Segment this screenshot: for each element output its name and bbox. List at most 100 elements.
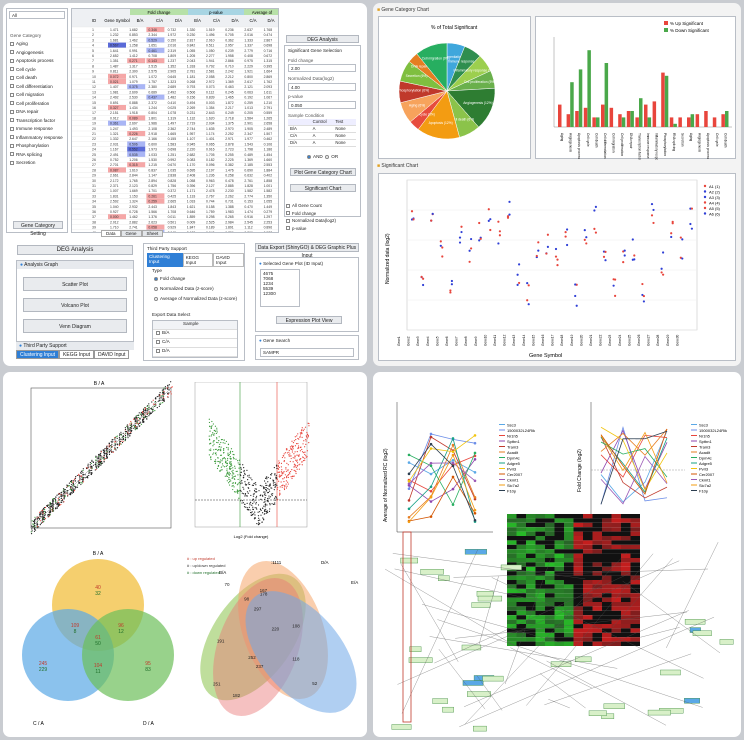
count-check-item[interactable]: Fold change bbox=[286, 211, 360, 219]
sample-row[interactable]: C/A A None bbox=[288, 133, 356, 140]
fold-change-field[interactable]: 2.00 bbox=[288, 64, 356, 72]
type-options[interactable]: Fold change Normalized Data (z-score) Aver… bbox=[154, 276, 244, 306]
venn-diagram-button[interactable]: Venn Diagram bbox=[23, 319, 127, 333]
category-checkbox[interactable] bbox=[10, 41, 14, 46]
and-option[interactable]: AND bbox=[313, 154, 323, 159]
export-sample-table[interactable]: Sample B/A C/A D/A bbox=[152, 320, 238, 358]
tab2-clustering[interactable]: Clustering Input bbox=[147, 253, 183, 267]
expression-plot-button[interactable]: Expression Plot View bbox=[276, 316, 342, 324]
export-row[interactable]: C/A bbox=[153, 339, 237, 348]
category-checkbox[interactable] bbox=[10, 50, 14, 55]
grid-cell: 2.838 bbox=[168, 174, 177, 178]
category-item[interactable]: Phosphorylation bbox=[10, 143, 66, 152]
count-checkbox[interactable] bbox=[286, 218, 290, 223]
category-checkbox[interactable] bbox=[10, 126, 14, 131]
category-item[interactable]: Transcription factor bbox=[10, 118, 66, 127]
scatter-point bbox=[100, 456, 102, 458]
data-export-button[interactable]: Data Export (ShinyGO) & DEG Graphic Plus… bbox=[255, 243, 359, 259]
category-checkbox[interactable] bbox=[10, 109, 14, 114]
sheet-tab[interactable]: Sheet bbox=[141, 230, 164, 237]
category-checkbox[interactable] bbox=[10, 84, 14, 89]
significant-chart-button[interactable]: Significant Chart bbox=[290, 184, 356, 192]
scatter-plot-button[interactable]: Scatter Plot bbox=[23, 277, 127, 291]
sample-row[interactable]: B/A A None bbox=[288, 126, 356, 133]
tab-kegg-input[interactable]: KEGG Input bbox=[59, 350, 94, 359]
category-item[interactable]: Cell proliferation bbox=[10, 101, 66, 110]
deg-analysis-button-top[interactable]: DEG Analysis bbox=[286, 35, 359, 43]
count-checkbox[interactable] bbox=[286, 203, 290, 208]
and-or-options[interactable]: AND OR bbox=[307, 154, 338, 159]
grid-cell: 1.351 bbox=[110, 59, 119, 63]
norm-field[interactable]: 4.00 bbox=[288, 83, 356, 91]
sig-point bbox=[585, 242, 588, 245]
category-item[interactable]: RNA splicing bbox=[10, 152, 66, 161]
export-row[interactable]: D/A bbox=[153, 348, 237, 357]
category-item[interactable]: Cell cycle bbox=[10, 67, 66, 76]
pvalue-field[interactable]: 0.050 bbox=[288, 101, 356, 109]
category-checkbox[interactable] bbox=[10, 118, 14, 123]
category-setting-button[interactable]: Gene Category Setting bbox=[13, 221, 63, 237]
count-checkbox[interactable] bbox=[286, 226, 290, 231]
category-checkbox[interactable] bbox=[10, 67, 14, 72]
type-option[interactable]: Average of Normalized Data (z-score) bbox=[154, 296, 244, 306]
category-checkbox[interactable] bbox=[10, 152, 14, 157]
third-party-tabs[interactable]: Clustering Input KEGG Input DAVID Input bbox=[16, 350, 134, 359]
category-checkbox[interactable] bbox=[10, 135, 14, 140]
type-radio[interactable] bbox=[154, 286, 158, 291]
category-item[interactable]: Cell death bbox=[10, 75, 66, 84]
count-checkbox[interactable] bbox=[286, 211, 290, 216]
count-checks[interactable]: All Gene Count Fold change Normalized Data… bbox=[286, 203, 360, 233]
category-item[interactable]: Cell differentiation bbox=[10, 84, 66, 93]
category-checkbox[interactable] bbox=[10, 92, 14, 97]
or-option[interactable]: OR bbox=[331, 154, 339, 159]
count-check-item[interactable]: Normalized Data(log2) bbox=[286, 218, 360, 226]
export-checkbox[interactable] bbox=[156, 348, 160, 353]
filter-select[interactable]: All bbox=[9, 11, 65, 19]
plot-category-button[interactable]: Plot Gene Category Chart bbox=[290, 168, 356, 176]
heatmap-cell bbox=[507, 562, 517, 567]
sample-table[interactable]: Control Test B/A A None C/A A None D/A A None bbox=[288, 119, 356, 147]
category-item[interactable]: Cell migration bbox=[10, 92, 66, 101]
category-checkbox[interactable] bbox=[10, 160, 14, 165]
type-option[interactable]: Normalized Data (z-score) bbox=[154, 286, 244, 296]
tab-clustering-input[interactable]: Clustering Input bbox=[16, 350, 60, 359]
count-check-item[interactable]: p-value bbox=[286, 226, 360, 234]
export-checkbox[interactable] bbox=[156, 330, 160, 335]
heatmap-cell bbox=[583, 584, 593, 589]
sheet-tabs[interactable]: Data Gene Sheet bbox=[101, 230, 164, 237]
scatter-point bbox=[119, 443, 121, 445]
gene-id-input[interactable]: 4675 7068 1234 5539 12300 bbox=[260, 269, 300, 307]
tab2-kegg[interactable]: KEGG Input bbox=[182, 253, 214, 267]
heatmap-cell bbox=[630, 641, 640, 646]
deg-analysis-button[interactable]: DEG Analysis bbox=[17, 245, 133, 255]
sheet-tab[interactable]: Data bbox=[101, 230, 121, 237]
type-radio[interactable] bbox=[154, 296, 158, 301]
gene-search-input[interactable]: SAMPR bbox=[260, 348, 354, 357]
category-item[interactable]: Inflammatory response bbox=[10, 135, 66, 144]
volcano-point bbox=[246, 495, 248, 497]
type-option[interactable]: Fold change bbox=[154, 276, 244, 286]
sheet-tab[interactable]: Gene bbox=[120, 230, 142, 237]
category-item[interactable]: Immune response bbox=[10, 126, 66, 135]
sample-row[interactable]: Control Test bbox=[288, 119, 356, 126]
category-checkbox[interactable] bbox=[10, 101, 14, 106]
p4-legend-label: Ssc3 bbox=[507, 423, 517, 428]
category-checkbox[interactable] bbox=[10, 75, 14, 80]
third-party-panel-tabs[interactable]: Clustering Input KEGG Input DAVID Input bbox=[147, 253, 244, 267]
volcano-plot-button[interactable]: Volcano Plot bbox=[23, 298, 127, 312]
sample-row[interactable]: D/A A None bbox=[288, 140, 356, 147]
tab-david-input[interactable]: DAVID Input bbox=[94, 350, 130, 359]
category-checkbox[interactable] bbox=[10, 58, 14, 63]
category-item[interactable]: DNA repair bbox=[10, 109, 66, 118]
export-checkbox[interactable] bbox=[156, 339, 160, 344]
type-radio[interactable] bbox=[154, 276, 158, 281]
category-checkbox[interactable] bbox=[10, 143, 14, 148]
export-row[interactable]: B/A bbox=[153, 330, 237, 339]
export-row[interactable]: Sample bbox=[153, 321, 237, 330]
category-item[interactable]: Aging bbox=[10, 41, 66, 50]
count-check-item[interactable]: All Gene Count bbox=[286, 203, 360, 211]
category-item[interactable]: Angiogenesis bbox=[10, 50, 66, 59]
tab2-david[interactable]: DAVID Input bbox=[213, 253, 244, 267]
category-item[interactable]: Apoptosis process bbox=[10, 58, 66, 67]
category-item[interactable]: Secretion bbox=[10, 160, 66, 169]
